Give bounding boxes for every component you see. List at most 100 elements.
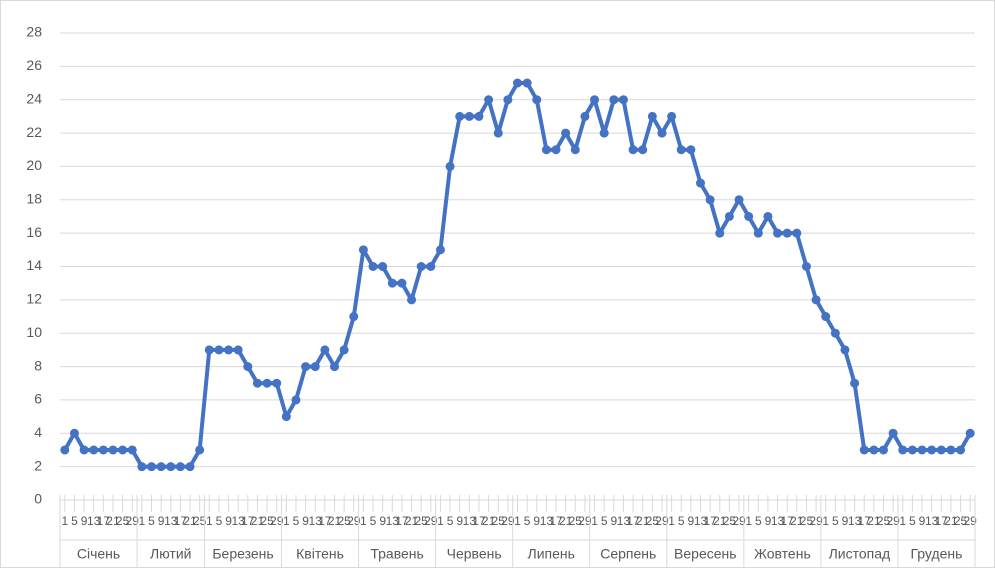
marker <box>407 295 417 305</box>
x-tick-label: 5 <box>216 514 223 528</box>
marker <box>869 445 879 455</box>
marker <box>599 128 609 138</box>
x-tick-label: 21 <box>790 514 804 528</box>
marker <box>936 445 946 455</box>
marker <box>310 362 320 372</box>
marker <box>474 111 484 121</box>
x-tick-label: 29 <box>126 514 140 528</box>
x-tick-label: 13 <box>540 514 554 528</box>
marker <box>956 445 966 455</box>
x-tick-label: 13 <box>232 514 246 528</box>
marker <box>724 211 734 221</box>
y-tick-label: 2 <box>34 457 42 473</box>
x-tick-label: 25 <box>116 514 130 528</box>
x-tick-label: 13 <box>925 514 939 528</box>
x-tick-label: 25 <box>193 514 207 528</box>
x-tick-label: 25 <box>260 514 274 528</box>
marker <box>821 312 831 322</box>
y-tick-label: 20 <box>26 157 42 173</box>
x-tick-label: 21 <box>405 514 419 528</box>
x-tick-label: 1 <box>745 514 752 528</box>
x-tick-label: 9 <box>533 514 540 528</box>
y-tick-label: 10 <box>26 324 42 340</box>
x-tick-label: 25 <box>337 514 351 528</box>
marker <box>243 362 253 372</box>
x-tick-label: 1 <box>61 514 68 528</box>
marker <box>840 345 850 355</box>
x-tick-label: 29 <box>964 514 978 528</box>
marker <box>416 262 426 271</box>
x-tick-label: 25 <box>646 514 660 528</box>
x-tick-label: 9 <box>379 514 386 528</box>
marker <box>262 378 272 388</box>
x-tick-label: 21 <box>636 514 650 528</box>
x-tick-label: 25 <box>800 514 814 528</box>
x-tick-label: 1 <box>283 514 290 528</box>
marker <box>378 262 388 271</box>
marker <box>657 128 667 138</box>
x-tick-label: 13 <box>694 514 708 528</box>
x-tick-label: 13 <box>617 514 631 528</box>
marker <box>493 128 503 138</box>
x-tick-label: 29 <box>578 514 592 528</box>
marker <box>561 128 571 138</box>
x-tick-label: 5 <box>447 514 454 528</box>
x-tick-label: 1 <box>591 514 598 528</box>
x-tick-label: 13 <box>771 514 785 528</box>
marker <box>339 345 349 355</box>
marker <box>782 228 792 238</box>
marker <box>503 95 513 105</box>
marker <box>69 428 79 438</box>
x-tick-label: 13 <box>309 514 323 528</box>
month-label: Серпень <box>600 546 656 562</box>
x-tick-label: 13 <box>463 514 477 528</box>
marker <box>166 462 176 472</box>
x-tick-label: 1 <box>514 514 521 528</box>
month-label: Листопад <box>829 546 891 562</box>
x-tick-label: 25 <box>877 514 891 528</box>
marker <box>744 211 754 221</box>
marker <box>647 111 657 121</box>
x-tick-label: 5 <box>832 514 839 528</box>
marker <box>301 362 311 372</box>
x-tick-label: 29 <box>655 514 669 528</box>
x-tick-label: 21 <box>106 514 120 528</box>
x-tick-label: 13 <box>386 514 400 528</box>
x-tick-label: 25 <box>492 514 506 528</box>
marker <box>127 445 137 455</box>
marker <box>705 195 715 205</box>
marker <box>811 295 821 305</box>
x-tick-label: 21 <box>482 514 496 528</box>
y-tick-label: 24 <box>26 90 42 106</box>
marker <box>330 362 339 372</box>
x-tick-label: 29 <box>347 514 361 528</box>
x-tick-label: 17 <box>935 514 949 528</box>
marker <box>609 95 619 105</box>
y-tick-label: 4 <box>34 424 42 440</box>
x-tick-label: 1 <box>360 514 367 528</box>
marker <box>628 145 638 155</box>
marker <box>898 445 908 455</box>
x-tick-label: 5 <box>293 514 300 528</box>
x-tick-label: 1 <box>139 514 146 528</box>
y-tick-label: 16 <box>26 224 42 240</box>
x-tick-label: 21 <box>251 514 265 528</box>
x-tick-label: 25 <box>415 514 429 528</box>
marker <box>927 445 937 455</box>
month-label: Лютий <box>150 546 191 562</box>
x-tick-label: 9 <box>158 514 165 528</box>
marker <box>156 462 166 472</box>
x-tick-label: 5 <box>71 514 78 528</box>
x-tick-label: 1 <box>822 514 829 528</box>
month-label: Червень <box>447 546 502 562</box>
x-tick-label: 21 <box>944 514 958 528</box>
x-tick-label: 9 <box>302 514 309 528</box>
marker <box>464 111 474 121</box>
marker <box>570 145 580 155</box>
y-tick-label: 18 <box>26 190 42 206</box>
x-tick-label: 25 <box>723 514 737 528</box>
x-tick-label: 9 <box>765 514 772 528</box>
marker <box>879 445 888 455</box>
y-tick-label: 0 <box>34 491 42 507</box>
